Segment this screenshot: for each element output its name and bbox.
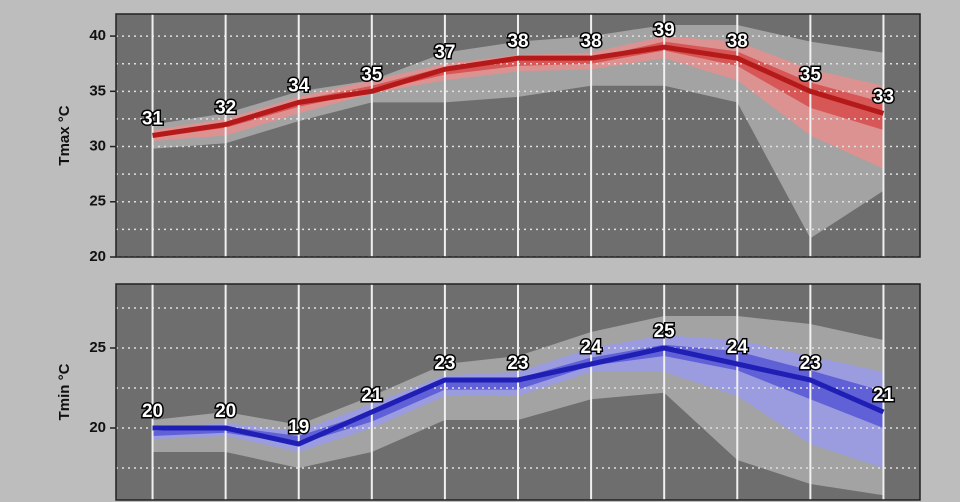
y-tick-label: 25	[89, 193, 106, 210]
median-line	[152, 44, 885, 138]
data-label: 38	[727, 31, 748, 52]
data-label: 24	[727, 337, 749, 358]
band	[152, 335, 884, 468]
plot	[116, 284, 920, 500]
y-tick-label: 20	[89, 419, 106, 436]
data-label: 38	[507, 31, 528, 52]
data-label: 35	[800, 64, 822, 85]
data-label: 32	[215, 97, 236, 118]
y-tick-label: 30	[89, 138, 106, 155]
y-axis-title: Tmax °C	[56, 105, 73, 165]
data-label: 19	[288, 417, 309, 438]
plot-border	[115, 13, 921, 258]
y-tick-label: 20	[89, 248, 106, 265]
y-tick-label: 25	[89, 339, 106, 356]
y-axis-title: Tmin °C	[56, 363, 73, 420]
data-label: 21	[873, 385, 895, 406]
data-label: 23	[507, 353, 528, 374]
data-label: 38	[581, 31, 602, 52]
y-tick-label: 40	[89, 27, 106, 44]
y-tick-label: 35	[89, 82, 106, 99]
data-label: 23	[434, 353, 455, 374]
data-label: 37	[434, 42, 455, 63]
data-label: 21	[361, 385, 383, 406]
data-label: 24	[581, 337, 603, 358]
data-label: 39	[654, 20, 675, 41]
data-label: 25	[654, 321, 676, 342]
plot	[116, 14, 920, 257]
data-label: 20	[215, 401, 236, 422]
data-label: 34	[288, 75, 310, 96]
plot-border	[115, 283, 921, 501]
data-label: 35	[361, 64, 383, 85]
band	[152, 25, 884, 239]
median-line	[152, 345, 885, 447]
data-label: 33	[873, 86, 894, 107]
data-label: 20	[142, 401, 163, 422]
data-label: 31	[142, 109, 164, 130]
data-label: 23	[800, 353, 821, 374]
